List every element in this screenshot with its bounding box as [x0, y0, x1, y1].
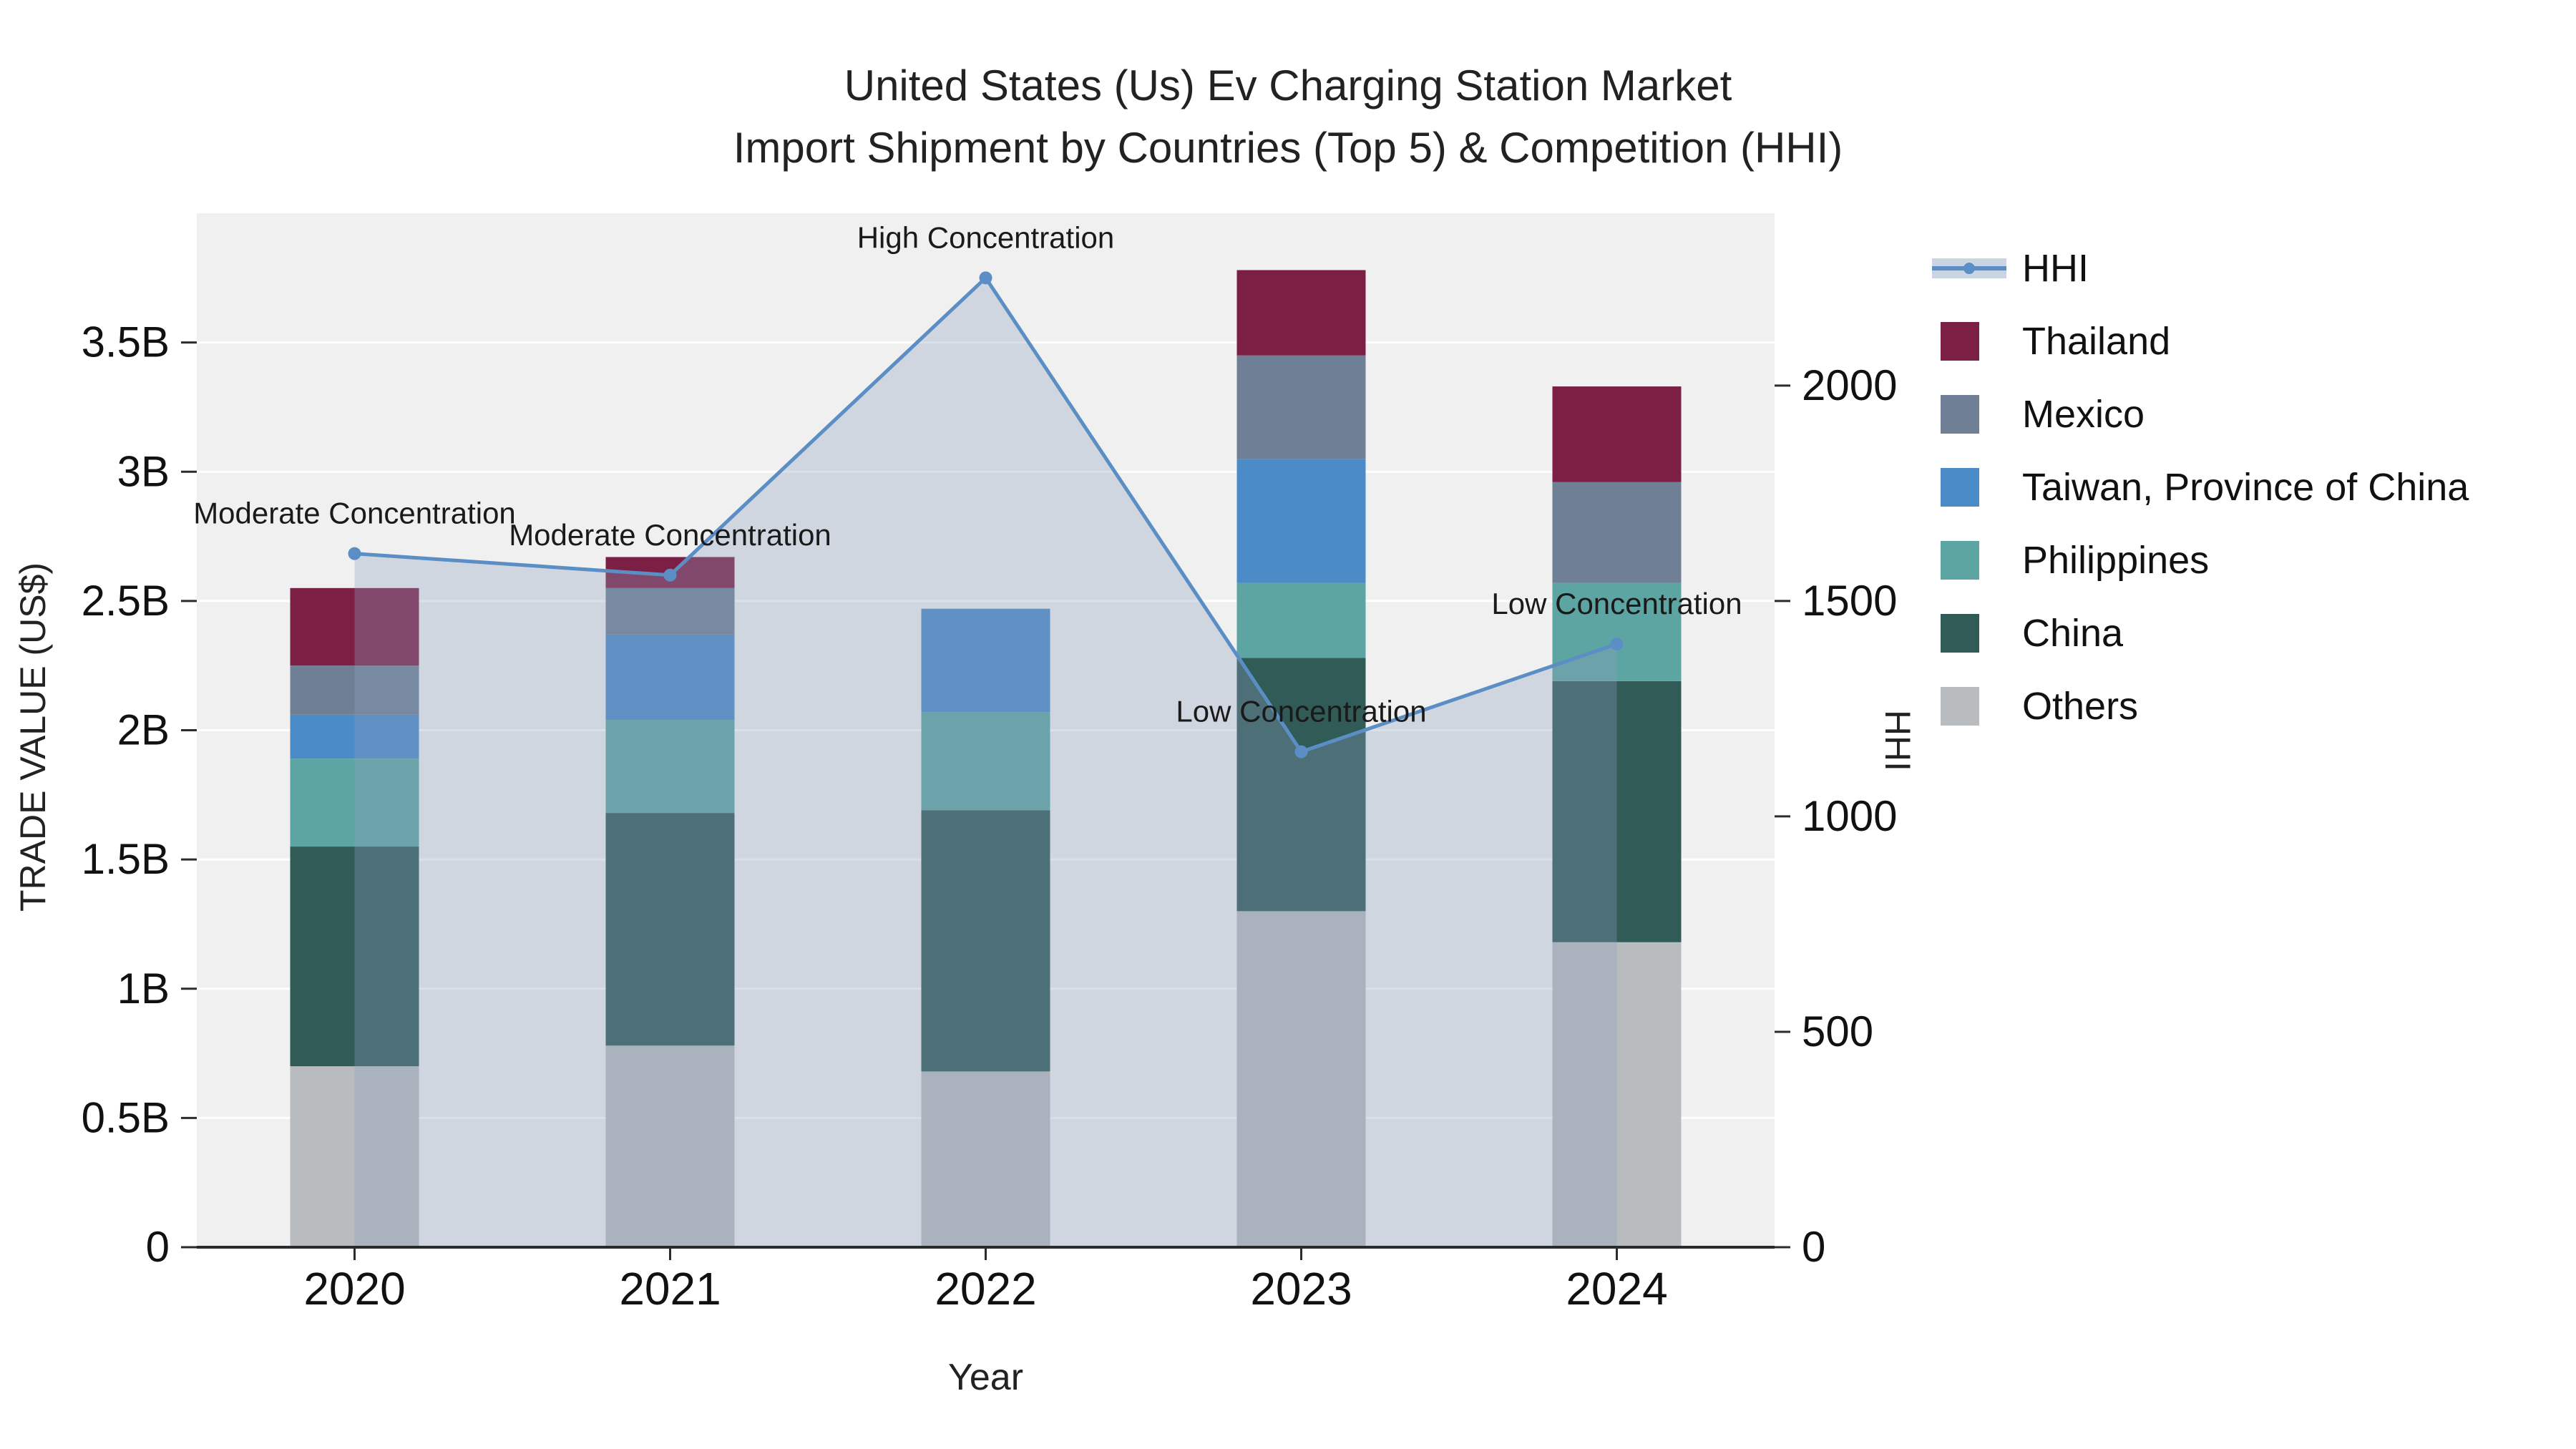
chart-title: United States (Us) Ev Charging Station M… [0, 54, 2576, 179]
hhi-marker-icon [1963, 263, 1975, 274]
chart-title-line2: Import Shipment by Countries (Top 5) & C… [733, 124, 1843, 172]
bar-2024-china[interactable] [1552, 680, 1682, 942]
annotation-2023: Low Concentration [1176, 695, 1426, 728]
legend-label: Others [2022, 685, 2139, 728]
y-left-tick-label: 0 [146, 1223, 170, 1271]
legend-color-swatch [1941, 687, 1979, 726]
bar-2024-philippines[interactable] [1552, 582, 1682, 681]
y-left-tick-label: 1B [117, 965, 170, 1013]
bar-2021-china[interactable] [605, 813, 735, 1046]
bar-2023-china[interactable] [1236, 658, 1366, 912]
bar-2023-philippines[interactable] [1236, 582, 1366, 658]
y-right-tick-label: 0 [1802, 1223, 1825, 1271]
bar-2023-mexico[interactable] [1236, 355, 1366, 459]
legend-color-swatch [1941, 395, 1979, 434]
y-left-tick-label: 2B [117, 706, 170, 754]
bar-2020-philippines[interactable] [290, 758, 419, 847]
legend-label: HHI [2022, 247, 2089, 290]
legend-item-china[interactable]: China [1932, 611, 2469, 655]
bar-2024-others[interactable] [1552, 942, 1682, 1247]
annotation-2022: High Concentration [857, 220, 1115, 254]
legend-color-swatch [1941, 541, 1979, 580]
legend-swatch-slot [1932, 395, 2015, 434]
bar-2024-mexico[interactable] [1552, 482, 1682, 583]
bar-2020-china[interactable] [290, 847, 419, 1067]
legend-swatch-slot [1932, 614, 2015, 653]
y-right-tick-label: 2000 [1802, 361, 1897, 409]
y-right-tick-label: 1000 [1802, 792, 1897, 840]
annotation-2024: Low Concentration [1491, 587, 1742, 620]
x-tick-label-2021: 2021 [619, 1263, 721, 1314]
bar-2020-taiwan-province-of-china[interactable] [290, 714, 419, 759]
legend-color-swatch [1941, 614, 1979, 653]
legend-label: Philippines [2022, 539, 2210, 582]
legend-color-swatch [1941, 322, 1979, 361]
y-left-tick-label: 0.5B [82, 1093, 170, 1141]
legend-item-hhi[interactable]: HHI [1932, 246, 2469, 291]
bar-2020-thailand[interactable] [290, 587, 419, 666]
x-tick-label-2023: 2023 [1250, 1263, 1352, 1314]
legend-color-swatch [1941, 468, 1979, 507]
y-left-tick-label: 3.5B [82, 318, 170, 366]
hhi-marker-2020[interactable] [348, 547, 361, 560]
bar-2020-others[interactable] [290, 1066, 419, 1247]
legend-label: Taiwan, Province of China [2022, 466, 2469, 509]
hhi-marker-2024[interactable] [1610, 638, 1624, 651]
legend-item-philippines[interactable]: Philippines [1932, 538, 2469, 582]
annotation-2021: Moderate Concentration [509, 518, 831, 552]
legend-item-taiwan-province-of-china[interactable]: Taiwan, Province of China [1932, 465, 2469, 509]
legend-label: Mexico [2022, 393, 2145, 436]
hhi-marker-2022[interactable] [979, 271, 992, 285]
y-axis-title-left: TRADE VALUE (US$) [13, 562, 53, 912]
bar-2021-taiwan-province-of-china[interactable] [605, 634, 735, 721]
annotation-2020: Moderate Concentration [193, 497, 516, 530]
bar-2020-mexico[interactable] [290, 665, 419, 715]
bar-2024-thailand[interactable] [1552, 386, 1682, 482]
hhi-marker-2023[interactable] [1294, 745, 1308, 758]
y-right-tick-label: 500 [1802, 1008, 1873, 1055]
legend-swatch-slot [1932, 541, 2015, 580]
bar-2022-taiwan-province-of-china[interactable] [921, 608, 1050, 713]
legend-item-others[interactable]: Others [1932, 684, 2469, 728]
bar-2022-others[interactable] [921, 1071, 1050, 1247]
x-tick-label-2022: 2022 [935, 1263, 1036, 1314]
legend-item-thailand[interactable]: Thailand [1932, 319, 2469, 364]
hhi-line-swatch-icon [1932, 249, 2006, 288]
bar-2023-others[interactable] [1236, 911, 1366, 1247]
legend-swatch-slot [1932, 468, 2015, 507]
bar-2021-others[interactable] [605, 1045, 735, 1247]
legend-swatch-slot [1932, 322, 2015, 361]
legend: HHI Thailand Mexico Taiwan, Province of Chi… [1932, 246, 2469, 728]
bar-2022-philippines[interactable] [921, 712, 1050, 811]
y-left-tick-label: 2.5B [82, 577, 170, 625]
legend-item-mexico[interactable]: Mexico [1932, 392, 2469, 436]
x-axis-title: Year [947, 1357, 1024, 1398]
bar-2021-mexico[interactable] [605, 587, 735, 635]
chart-title-line1: United States (Us) Ev Charging Station M… [844, 62, 1732, 109]
y-left-tick-label: 1.5B [82, 835, 170, 883]
x-tick-label-2020: 2020 [303, 1263, 405, 1314]
y-left-tick-label: 3B [117, 447, 170, 495]
bar-2022-china[interactable] [921, 810, 1050, 1072]
bar-2023-thailand[interactable] [1236, 270, 1366, 356]
bar-2021-philippines[interactable] [605, 720, 735, 814]
legend-swatch-slot [1932, 249, 2015, 288]
x-tick-label-2024: 2024 [1566, 1263, 1667, 1314]
hhi-area [354, 278, 1617, 1247]
legend-swatch-slot [1932, 687, 2015, 726]
y-axis-title-right: HHI [1878, 709, 1918, 772]
legend-label: China [2022, 612, 2124, 655]
bar-2023-taiwan-province-of-china[interactable] [1236, 459, 1366, 583]
hhi-marker-2021[interactable] [663, 568, 677, 582]
legend-label: Thailand [2022, 320, 2171, 363]
y-right-tick-label: 1500 [1802, 577, 1897, 625]
